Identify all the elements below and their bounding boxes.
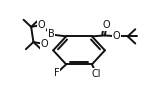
Text: O: O bbox=[103, 20, 110, 30]
Text: F: F bbox=[54, 68, 60, 78]
Text: O: O bbox=[112, 31, 120, 41]
Text: B: B bbox=[48, 29, 54, 39]
Text: O: O bbox=[40, 39, 48, 49]
Text: O: O bbox=[38, 20, 46, 30]
Text: Cl: Cl bbox=[92, 69, 101, 79]
